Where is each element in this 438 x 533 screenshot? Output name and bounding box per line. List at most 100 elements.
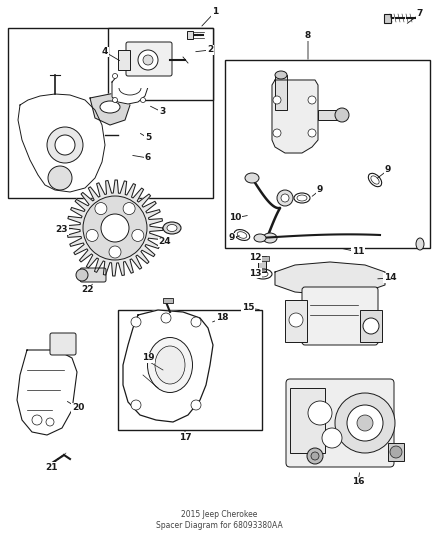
Polygon shape <box>18 94 105 192</box>
Circle shape <box>86 229 98 241</box>
Text: 2: 2 <box>207 45 213 54</box>
Circle shape <box>132 229 144 241</box>
Text: 7: 7 <box>417 10 423 19</box>
Circle shape <box>357 415 373 431</box>
Polygon shape <box>90 92 130 125</box>
Circle shape <box>161 313 171 323</box>
Circle shape <box>191 317 201 327</box>
Text: 20: 20 <box>72 403 84 413</box>
Circle shape <box>191 400 201 410</box>
Text: 11: 11 <box>352 247 364 256</box>
Circle shape <box>95 203 107 215</box>
Bar <box>118 40 188 88</box>
Bar <box>118 50 130 70</box>
Circle shape <box>48 166 72 190</box>
FancyBboxPatch shape <box>80 268 106 282</box>
Text: 19: 19 <box>141 353 154 362</box>
Bar <box>290 388 325 453</box>
Circle shape <box>141 98 145 102</box>
Polygon shape <box>272 80 318 153</box>
Circle shape <box>143 55 153 65</box>
Circle shape <box>308 401 332 425</box>
Circle shape <box>281 194 289 202</box>
Bar <box>275 75 287 110</box>
Ellipse shape <box>245 173 259 183</box>
Circle shape <box>273 129 281 137</box>
Ellipse shape <box>163 222 181 234</box>
Circle shape <box>347 405 383 441</box>
Text: 18: 18 <box>216 313 228 322</box>
Circle shape <box>273 96 281 104</box>
Circle shape <box>131 317 141 327</box>
Ellipse shape <box>100 101 120 113</box>
Ellipse shape <box>167 224 177 231</box>
Text: 8: 8 <box>305 31 311 41</box>
Bar <box>163 298 173 303</box>
Circle shape <box>47 127 83 163</box>
Circle shape <box>101 214 129 242</box>
Circle shape <box>277 190 293 206</box>
Text: 2015 Jeep Cherokee
Spacer Diagram for 68093380AA: 2015 Jeep Cherokee Spacer Diagram for 68… <box>155 510 283 530</box>
Text: 14: 14 <box>384 273 396 282</box>
Bar <box>225 60 430 248</box>
Text: 9: 9 <box>229 233 235 243</box>
Circle shape <box>141 74 145 78</box>
Text: 21: 21 <box>46 463 58 472</box>
Circle shape <box>335 393 395 453</box>
Text: 3: 3 <box>159 108 165 117</box>
Text: 9: 9 <box>317 185 323 195</box>
Bar <box>255 256 269 261</box>
Circle shape <box>123 203 135 215</box>
Ellipse shape <box>416 238 424 250</box>
Text: 6: 6 <box>145 154 151 163</box>
Text: 1: 1 <box>212 7 218 17</box>
Text: 22: 22 <box>82 286 94 295</box>
Text: 10: 10 <box>229 214 241 222</box>
Polygon shape <box>123 310 213 422</box>
Circle shape <box>76 269 88 281</box>
Ellipse shape <box>275 71 287 79</box>
Ellipse shape <box>155 346 185 384</box>
Circle shape <box>363 318 379 334</box>
Circle shape <box>83 196 147 260</box>
Ellipse shape <box>263 233 277 243</box>
Circle shape <box>322 428 342 448</box>
Text: 5: 5 <box>145 133 151 142</box>
Bar <box>360 310 382 342</box>
Polygon shape <box>17 350 77 435</box>
Text: 15: 15 <box>242 303 254 312</box>
Bar <box>187 31 193 39</box>
Bar <box>318 110 340 120</box>
Text: 9: 9 <box>385 166 391 174</box>
Circle shape <box>109 246 121 258</box>
Circle shape <box>307 448 323 464</box>
FancyBboxPatch shape <box>302 287 378 345</box>
Bar <box>285 300 307 342</box>
Text: 24: 24 <box>159 238 171 246</box>
Circle shape <box>131 400 141 410</box>
Circle shape <box>311 452 319 460</box>
Text: 23: 23 <box>56 225 68 235</box>
Bar <box>8 28 213 198</box>
Text: 16: 16 <box>352 478 364 487</box>
Ellipse shape <box>148 337 192 392</box>
Circle shape <box>138 50 158 70</box>
Circle shape <box>308 96 316 104</box>
Ellipse shape <box>254 234 266 242</box>
Bar <box>258 256 266 272</box>
Polygon shape <box>67 180 163 276</box>
Polygon shape <box>275 262 385 295</box>
Text: 4: 4 <box>102 47 108 56</box>
Circle shape <box>55 135 75 155</box>
FancyBboxPatch shape <box>126 42 172 76</box>
Text: 12: 12 <box>249 254 261 262</box>
Circle shape <box>113 98 117 102</box>
Bar <box>388 443 404 461</box>
Text: 17: 17 <box>179 432 191 441</box>
Circle shape <box>335 108 349 122</box>
Bar <box>118 310 262 430</box>
FancyBboxPatch shape <box>50 333 76 355</box>
Bar <box>384 14 391 23</box>
Circle shape <box>289 313 303 327</box>
Bar <box>108 28 213 100</box>
